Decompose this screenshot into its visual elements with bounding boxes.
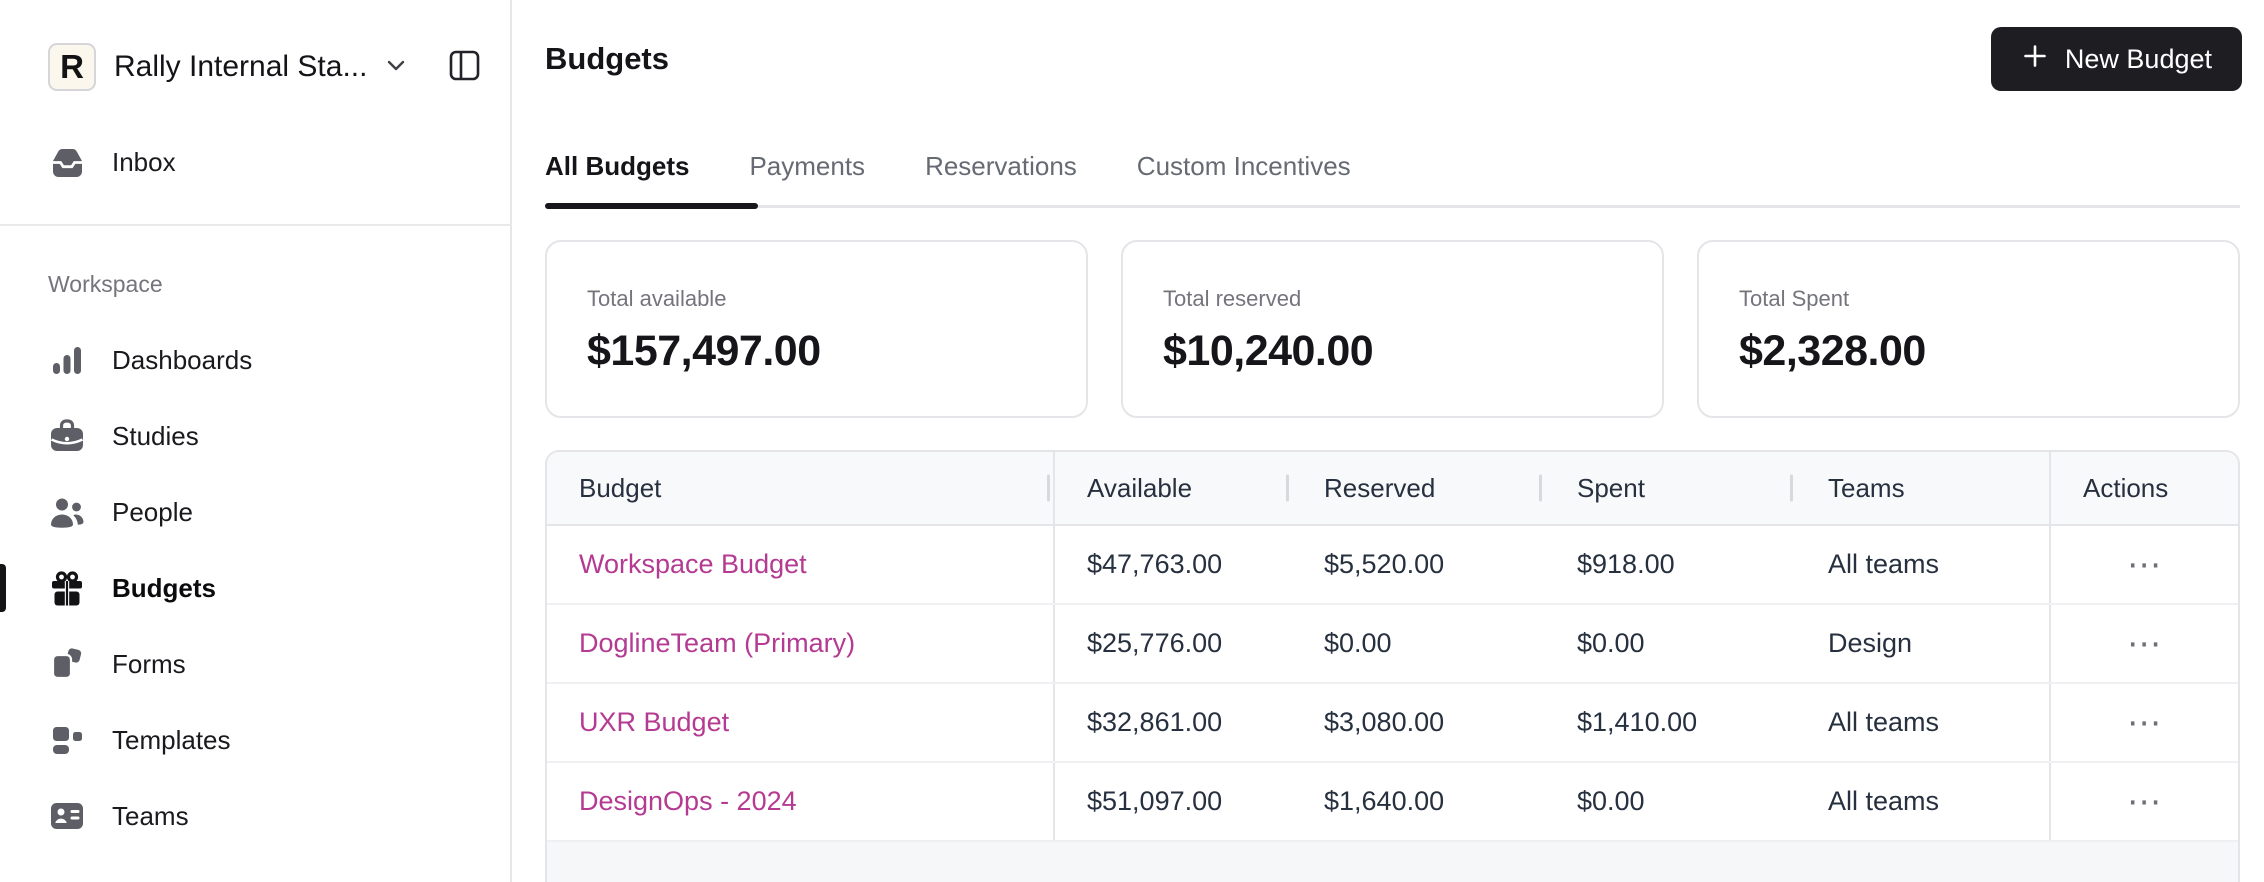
sidebar-item-forms[interactable]: Forms: [0, 636, 508, 692]
tabs-underline: [545, 205, 2240, 208]
cell-teams: All teams: [1828, 786, 1940, 816]
column-header-spent[interactable]: Spent: [1545, 452, 1796, 524]
column-header-available[interactable]: Available: [1053, 452, 1292, 524]
card-value: $10,240.00: [1163, 327, 1374, 375]
sidebar-item-label: Templates: [112, 724, 231, 755]
sidebar-divider: [0, 224, 510, 226]
cell-teams: All teams: [1828, 707, 1940, 737]
sidebar-collapse-button[interactable]: [449, 50, 480, 84]
cell-spent: $0.00: [1577, 628, 1645, 658]
gift-icon: [48, 570, 86, 607]
cell-available: $32,861.00: [1053, 684, 1292, 761]
card-value: $2,328.00: [1739, 327, 1926, 375]
panel-toggle-icon: [449, 50, 480, 84]
card-total-reserved: Total reserved $10,240.00: [1121, 240, 1664, 418]
chevron-down-icon: [387, 58, 405, 76]
sidebar-item-label: People: [112, 496, 193, 527]
card-total-spent: Total Spent $2,328.00: [1697, 240, 2240, 418]
workspace-name: Rally Internal Sta...: [114, 50, 368, 83]
card-label: Total reserved: [1163, 286, 1302, 311]
card-total-available: Total available $157,497.00: [545, 240, 1088, 418]
sidebar-item-dashboards[interactable]: Dashboards: [0, 332, 508, 388]
column-header-reserved[interactable]: Reserved: [1292, 452, 1545, 524]
sidebar-item-label: Forms: [112, 648, 186, 679]
active-tab-indicator: [545, 203, 758, 209]
sidebar-item-label: Budgets: [112, 572, 216, 603]
sidebar-item-people[interactable]: People: [0, 484, 508, 540]
cell-available: $25,776.00: [1053, 605, 1292, 682]
row-actions-menu-button[interactable]: ⋯: [2117, 706, 2172, 740]
card-label: Total available: [587, 286, 727, 311]
new-budget-button[interactable]: New Budget: [1990, 27, 2242, 91]
workspace-logo-letter: R: [60, 48, 84, 85]
workspace-logo: R: [48, 43, 96, 91]
notes-icon: [48, 647, 86, 681]
main-content: Budgets New Budget All Budgets Payments …: [512, 0, 2264, 882]
budget-link[interactable]: UXR Budget: [579, 707, 730, 737]
cell-reserved: $5,520.00: [1324, 549, 1445, 579]
budget-tabs: All Budgets Payments Reservations Custom…: [545, 150, 1411, 182]
row-actions-menu-button[interactable]: ⋯: [2117, 548, 2172, 582]
tab-payments[interactable]: Payments: [749, 151, 866, 181]
cell-reserved: $1,640.00: [1324, 786, 1445, 816]
cell-spent: $918.00: [1577, 549, 1675, 579]
row-actions-menu-button[interactable]: ⋯: [2117, 627, 2172, 661]
table-row: UXR Budget $32,861.00 $3,080.00 $1,410.0…: [547, 684, 2238, 763]
cell-spent: $0.00: [1577, 786, 1645, 816]
briefcase-icon: [48, 419, 86, 453]
sidebar-item-label: Inbox: [112, 146, 176, 177]
table-row: Workspace Budget $47,763.00 $5,520.00 $9…: [547, 526, 2238, 605]
sidebar-item-label: Studies: [112, 420, 199, 451]
row-actions-menu-button[interactable]: ⋯: [2117, 785, 2172, 819]
sidebar-item-templates[interactable]: Templates: [0, 712, 508, 768]
cell-available: $51,097.00: [1053, 763, 1292, 840]
workspace-switcher[interactable]: R Rally Internal Sta...: [48, 43, 480, 91]
people-icon: [48, 496, 86, 528]
budget-link[interactable]: DesignOps - 2024: [579, 786, 797, 816]
cell-teams: All teams: [1828, 549, 1940, 579]
tab-all-budgets[interactable]: All Budgets: [545, 151, 690, 181]
page-title: Budgets: [545, 41, 669, 76]
budget-link[interactable]: Workspace Budget: [579, 549, 807, 579]
cell-reserved: $3,080.00: [1324, 707, 1445, 737]
card-value: $157,497.00: [587, 327, 821, 375]
tab-custom-incentives[interactable]: Custom Incentives: [1136, 151, 1351, 181]
column-header-budget[interactable]: Budget: [547, 452, 1053, 524]
summary-cards: Total available $157,497.00 Total reserv…: [545, 240, 2240, 418]
cell-teams: Design: [1828, 628, 1913, 658]
table-row: DoglineTeam (Primary) $25,776.00 $0.00 $…: [547, 605, 2238, 684]
column-header-actions: Actions: [2049, 452, 2238, 524]
card-label: Total Spent: [1739, 286, 1850, 311]
sidebar-nav: Dashboards Studies: [0, 332, 508, 864]
column-header-teams[interactable]: Teams: [1828, 472, 1905, 503]
cell-available: $47,763.00: [1053, 526, 1292, 603]
new-budget-label: New Budget: [2064, 43, 2212, 74]
inbox-icon: [48, 147, 86, 177]
sidebar-section-workspace: Workspace: [48, 271, 163, 297]
table-header-row: Budget Available Reserved Spent Teams Ac…: [547, 452, 2238, 526]
table-footer: [547, 842, 2238, 882]
cell-spent: $1,410.00: [1577, 707, 1698, 737]
id-card-icon: [48, 801, 86, 831]
sidebar-item-inbox[interactable]: Inbox: [0, 134, 508, 190]
sidebar-item-label: Teams: [112, 800, 189, 831]
sidebar: R Rally Internal Sta... Inbox Workspace: [0, 0, 512, 882]
bar-chart-icon: [48, 343, 86, 377]
sidebar-item-budgets[interactable]: Budgets: [0, 560, 508, 616]
tab-reservations[interactable]: Reservations: [925, 151, 1077, 181]
sidebar-item-label: Dashboards: [112, 344, 253, 375]
blocks-icon: [48, 723, 86, 757]
sidebar-item-studies[interactable]: Studies: [0, 408, 508, 464]
table-row: DesignOps - 2024 $51,097.00 $1,640.00 $0…: [547, 763, 2238, 842]
cell-reserved: $0.00: [1324, 628, 1392, 658]
budget-link[interactable]: DoglineTeam (Primary): [579, 628, 856, 658]
budgets-table: Budget Available Reserved Spent Teams Ac…: [545, 450, 2240, 882]
plus-icon: [2021, 42, 2049, 77]
sidebar-item-teams[interactable]: Teams: [0, 788, 508, 844]
